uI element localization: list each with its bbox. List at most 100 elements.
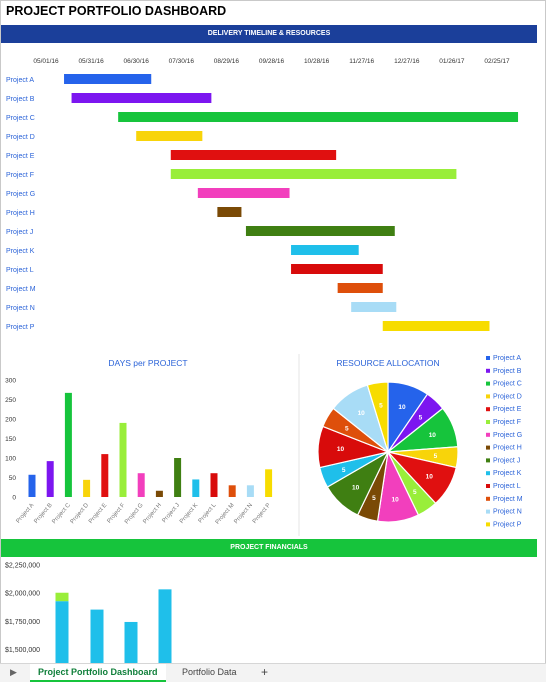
- tab-scroll-arrow[interactable]: ▶: [10, 667, 17, 677]
- legend-entry: Project C: [493, 381, 522, 388]
- fin-bar: [90, 609, 104, 663]
- days-bar: [46, 461, 54, 497]
- gantt-bar: [382, 321, 490, 331]
- days-y-tick: 250: [5, 397, 16, 404]
- gantt-task-label: Project L: [6, 267, 34, 274]
- days-bar: [174, 458, 182, 497]
- legend-entry: Project G: [493, 432, 522, 439]
- pie-slice-label: 10: [391, 497, 399, 504]
- days-y-tick: 300: [5, 378, 16, 385]
- legend-entry: Project K: [493, 470, 522, 477]
- tab-portfolio-data[interactable]: Portfolio Data: [182, 667, 237, 677]
- days-x-label: Project K: [179, 502, 199, 525]
- pie-slice-label: 5: [379, 402, 383, 409]
- legend-entry: Project A: [493, 355, 521, 362]
- days-bar: [137, 473, 145, 497]
- gantt-task-label: Project A: [6, 77, 34, 84]
- gantt-bar: [245, 226, 395, 236]
- gantt-bar: [118, 112, 519, 122]
- gantt-task-label: Project M: [6, 286, 36, 293]
- gantt-date-tick: 06/30/16: [124, 58, 150, 65]
- gantt-bar: [291, 264, 383, 274]
- gantt-task-label: Project P: [6, 324, 35, 331]
- gantt-bar: [170, 169, 457, 179]
- days-bar: [28, 474, 36, 497]
- pie-slice-label: 10: [398, 404, 406, 411]
- tab-project-portfolio-dashboard[interactable]: Project Portfolio Dashboard: [30, 664, 166, 682]
- page-title: PROJECT PORTFOLIO DASHBOARD: [6, 4, 227, 18]
- pie-slice: [366, 381, 389, 453]
- days-and-resource-charts: DAYS per PROJECT RESOURCE ALLOCATION 0 50…: [5, 354, 523, 536]
- days-bar: [228, 485, 236, 497]
- gantt-task-label: Project D: [6, 134, 35, 141]
- legend-swatch: [486, 445, 490, 450]
- gantt-bar: [71, 93, 212, 103]
- legend-swatch: [486, 458, 490, 463]
- timeline-section-header: DELIVERY TIMELINE & RESOURCES: [1, 25, 537, 43]
- legend-entry: Project D: [493, 393, 522, 400]
- pie-slice-label: 10: [358, 410, 366, 417]
- legend-entry: Project B: [493, 368, 522, 375]
- pie-chart-title: RESOURCE ALLOCATION: [336, 358, 439, 368]
- legend-entry: Project P: [493, 521, 522, 528]
- fin-bar: [55, 592, 69, 602]
- gantt-task-label: Project F: [6, 172, 34, 179]
- fin-y-tick: $2,000,000: [5, 591, 40, 598]
- legend-entry: Project N: [493, 509, 522, 516]
- days-x-label: Project E: [88, 502, 108, 525]
- days-y-tick: 150: [5, 436, 16, 443]
- gantt-task-label: Project G: [6, 191, 35, 198]
- pie-slice-label: 5: [372, 495, 376, 502]
- gantt-date-tick: 05/01/16: [33, 58, 59, 65]
- days-bar: [246, 485, 254, 497]
- legend-entry: Project F: [493, 419, 521, 426]
- gantt-date-tick: 09/28/16: [259, 58, 285, 65]
- sheet-tab-bar: ▶ Project Portfolio Dashboard Portfolio …: [0, 663, 546, 682]
- fin-bar: [55, 601, 69, 663]
- legend-entry: Project E: [493, 406, 522, 413]
- gantt-bar: [170, 150, 337, 160]
- days-bar: [192, 479, 200, 497]
- days-y-tick: 50: [9, 475, 17, 482]
- pie-slice-label: 5: [419, 415, 423, 422]
- gantt-task-label: Project N: [6, 305, 35, 312]
- legend-swatch: [486, 420, 490, 424]
- gantt-bar: [64, 74, 152, 84]
- pie-slice-label: 5: [413, 489, 417, 496]
- pie-slice-label: 10: [426, 473, 434, 480]
- legend-swatch: [486, 356, 490, 360]
- fin-y-tick: $1,750,000: [5, 619, 40, 626]
- legend-swatch: [486, 432, 490, 437]
- legend-entry: Project L: [493, 483, 521, 490]
- legend-entry: Project J: [493, 457, 520, 464]
- legend-swatch: [486, 509, 490, 514]
- gantt-date-tick: 07/30/16: [169, 58, 195, 65]
- gantt-date-tick: 05/31/16: [78, 58, 104, 65]
- gantt-task-label: Project B: [6, 96, 35, 103]
- days-y-tick: 100: [5, 456, 16, 463]
- days-bar: [64, 392, 72, 497]
- days-chart-title: DAYS per PROJECT: [108, 358, 187, 368]
- days-bar: [210, 473, 218, 497]
- pie-slice-label: 10: [352, 484, 360, 491]
- gantt-chart: 05/01/16 05/31/16 06/30/16 07/30/16 08/29/16…: [6, 58, 519, 331]
- gantt-date-tick: 08/29/16: [214, 58, 240, 65]
- gantt-bar: [217, 207, 242, 217]
- gantt-bar: [351, 302, 397, 312]
- pie-slice-label: 10: [429, 432, 437, 439]
- gantt-bar: [197, 188, 290, 198]
- days-y-tick: 200: [5, 417, 16, 424]
- gantt-date-tick: 11/27/16: [349, 58, 374, 65]
- legend-swatch: [486, 522, 490, 527]
- legend-entry: Project M: [493, 496, 523, 503]
- pie-slice-label: 5: [345, 426, 349, 433]
- gantt-bar: [291, 245, 359, 255]
- legend-swatch: [486, 484, 490, 488]
- legend-swatch: [486, 368, 490, 373]
- legend-entry: Project H: [493, 445, 522, 452]
- legend-swatch: [486, 394, 490, 399]
- days-bar: [155, 490, 163, 497]
- add-sheet-button[interactable]: +: [261, 665, 269, 679]
- pie-slice-label: 10: [337, 446, 345, 453]
- legend-swatch: [486, 407, 490, 412]
